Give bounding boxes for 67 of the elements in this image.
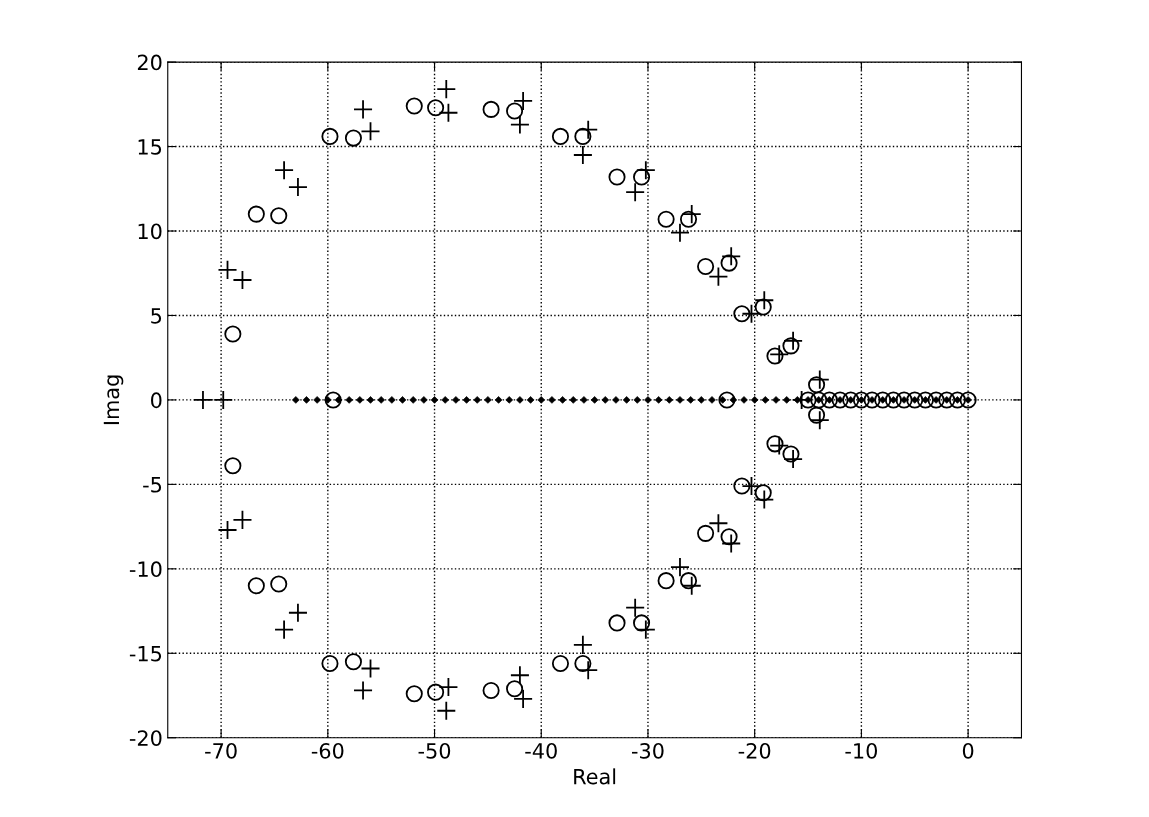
point: [193, 389, 213, 410]
x-tick-label: -30: [631, 742, 664, 759]
point: [232, 270, 253, 290]
point: [769, 344, 790, 365]
x-tick-label: -50: [418, 742, 451, 759]
point: [783, 449, 804, 469]
point: [274, 160, 295, 181]
x-axis-title: Real: [574, 768, 616, 785]
y-tick-label: 20: [137, 54, 162, 71]
point: [635, 619, 656, 640]
point: [288, 602, 308, 623]
y-tick-label: 10: [138, 223, 162, 240]
point: [578, 660, 599, 681]
y-tick-label: 15: [138, 139, 162, 155]
point: [578, 119, 599, 140]
x-tick-label: -60: [311, 742, 344, 759]
y-axis-title: Imag: [103, 375, 124, 425]
point: [436, 79, 457, 100]
point: [572, 145, 593, 165]
point: [670, 557, 690, 578]
point: [513, 688, 534, 709]
point: [809, 369, 830, 390]
point: [708, 513, 729, 534]
point: [721, 246, 742, 267]
point: [721, 533, 742, 554]
point: [353, 99, 373, 120]
point: [513, 91, 534, 111]
point: [625, 597, 646, 618]
x-tick-label: -10: [845, 742, 878, 759]
point: [288, 177, 308, 198]
y-tick-label: -15: [129, 646, 162, 662]
y-tick-label: -5: [143, 477, 162, 493]
point: [754, 489, 775, 510]
point: [217, 259, 238, 280]
point: [754, 290, 775, 311]
point: [232, 509, 253, 530]
point: [353, 680, 373, 701]
point: [783, 330, 804, 351]
point: [436, 700, 457, 721]
point: [681, 204, 702, 225]
y-tick-label: 0: [151, 392, 162, 409]
point: [625, 182, 646, 203]
point: [741, 303, 762, 324]
point: [809, 410, 830, 431]
y-tick-label: -20: [129, 730, 162, 746]
point: [438, 677, 459, 698]
point: [572, 634, 593, 655]
x-tick-label: -20: [738, 742, 771, 759]
point: [274, 619, 295, 640]
point: [213, 389, 234, 410]
y-tick-label: 5: [151, 308, 162, 324]
point: [769, 435, 790, 456]
x-tick-label: 0: [962, 742, 974, 759]
point: [670, 222, 690, 243]
point: [217, 520, 238, 540]
point: [635, 160, 656, 181]
point: [681, 575, 702, 596]
x-tick-label: -70: [205, 742, 237, 759]
point: [708, 266, 729, 287]
y-tick-label: -10: [129, 561, 162, 578]
point: [509, 114, 530, 135]
point: [360, 658, 381, 679]
point: [438, 102, 459, 123]
point: [360, 121, 381, 142]
x-tick-label: -40: [525, 742, 557, 759]
point: [741, 476, 762, 497]
point: [509, 665, 530, 686]
